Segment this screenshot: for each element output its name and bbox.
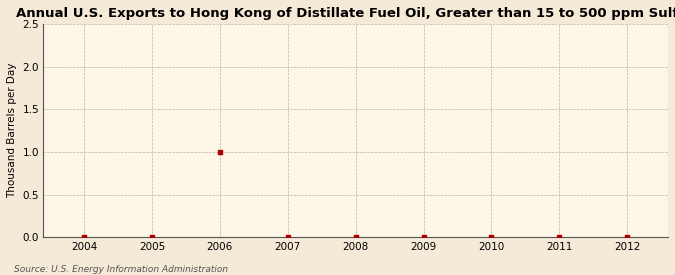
Title: Annual U.S. Exports to Hong Kong of Distillate Fuel Oil, Greater than 15 to 500 : Annual U.S. Exports to Hong Kong of Dist… bbox=[16, 7, 675, 20]
Point bbox=[554, 235, 565, 239]
Point bbox=[146, 235, 157, 239]
Point bbox=[418, 235, 429, 239]
Point bbox=[282, 235, 293, 239]
Point bbox=[486, 235, 497, 240]
Point bbox=[78, 235, 89, 240]
Point bbox=[350, 235, 361, 240]
Text: Source: U.S. Energy Information Administration: Source: U.S. Energy Information Administ… bbox=[14, 265, 227, 274]
Point bbox=[215, 150, 225, 154]
Y-axis label: Thousand Barrels per Day: Thousand Barrels per Day bbox=[7, 63, 17, 198]
Point bbox=[622, 235, 632, 239]
